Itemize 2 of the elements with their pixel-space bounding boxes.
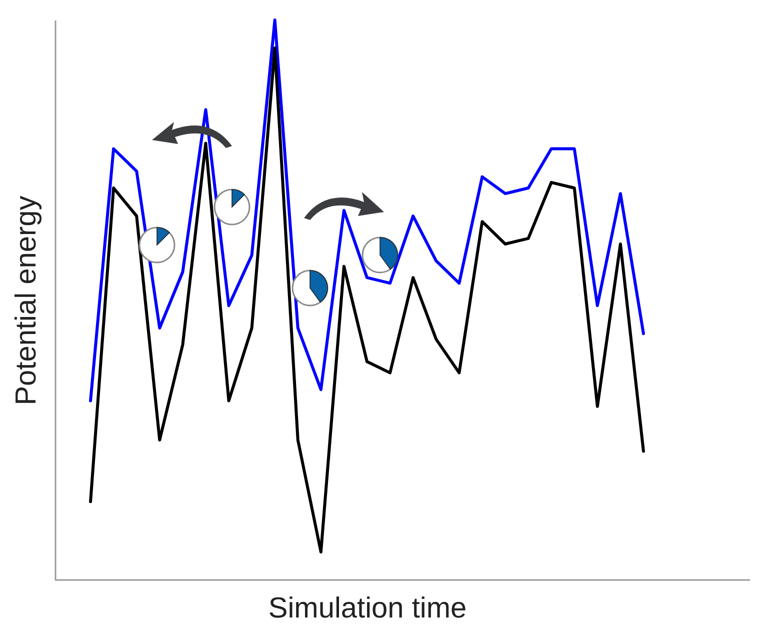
x-axis-title: Simulation time <box>268 592 467 624</box>
y-axis-title: Potential energy <box>10 195 42 406</box>
